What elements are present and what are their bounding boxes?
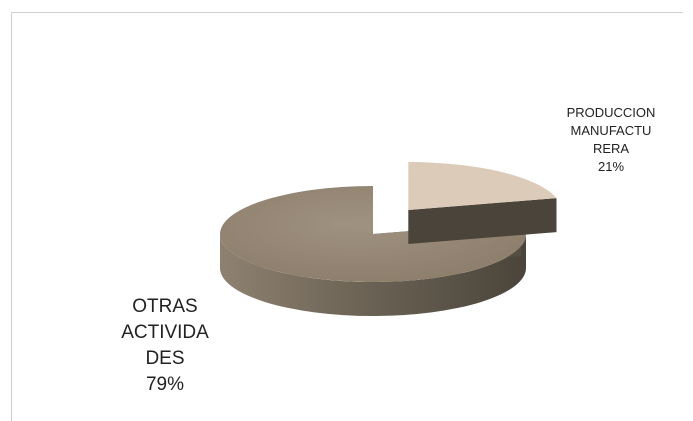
slice-label-produccion-manufacturera: PRODUCCION MANUFACTU RERA 21% [566,105,656,174]
slice-label-otras-actividades: OTRAS ACTIVIDA DES 79% [121,296,209,395]
slice-produccion-manufacturera-top [408,162,557,211]
chart-border-top [11,12,683,13]
slice-otras-actividades-side [220,234,526,316]
chart-border-left [11,12,12,421]
slice-otras-actividades-top [220,186,527,282]
slice-produccion-manufacturera-cut-face-end [408,198,557,245]
